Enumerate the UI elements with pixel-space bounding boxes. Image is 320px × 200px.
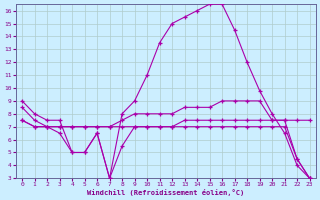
- X-axis label: Windchill (Refroidissement éolien,°C): Windchill (Refroidissement éolien,°C): [87, 189, 244, 196]
